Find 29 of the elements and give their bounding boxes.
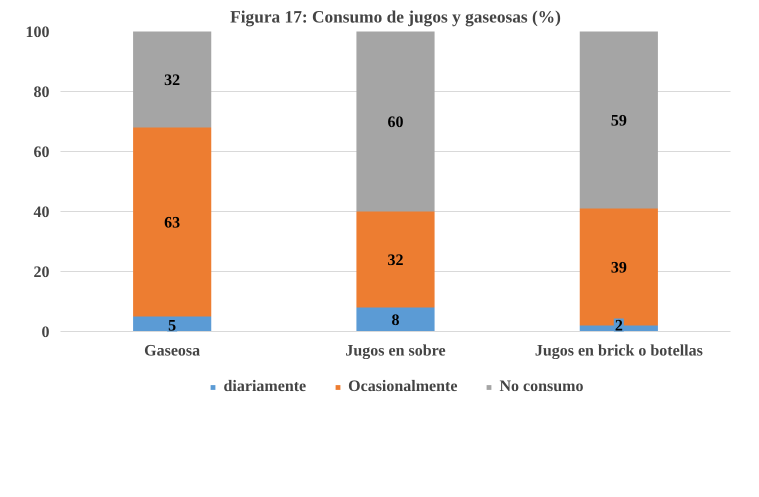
y-tick-label: 100	[26, 24, 50, 41]
legend-label: Ocasionalmente	[348, 378, 458, 396]
y-tick-label: 20	[34, 264, 50, 281]
legend-label: diariamente	[224, 378, 306, 396]
bar	[133, 128, 212, 316]
x-tick-label: Gaseosa	[144, 342, 200, 360]
data-label: 5	[168, 318, 176, 334]
y-tick-label: 40	[34, 204, 50, 221]
data-label: 63	[164, 214, 180, 232]
data-label: 2	[614, 318, 623, 334]
bar	[356, 212, 435, 308]
y-tick-label: 60	[34, 144, 50, 161]
bar	[580, 32, 658, 208]
x-tick-label: Jugos en brick o botellas	[534, 342, 703, 360]
data-label: 39	[610, 260, 627, 276]
bar	[356, 308, 435, 332]
data-label: 59	[610, 112, 627, 130]
y-tick-label: 80	[34, 84, 50, 101]
chart-title: Figura 17: Consumo de jugos y gaseosas (%)	[230, 8, 562, 26]
bar	[133, 32, 212, 128]
legend-label: No consumo	[499, 378, 584, 396]
bar	[356, 32, 435, 212]
data-label: 8	[392, 312, 400, 329]
data-label: 60	[388, 114, 404, 131]
bar	[133, 316, 212, 332]
y-tick-label: 0	[42, 324, 50, 341]
data-label: 32	[388, 252, 404, 269]
data-label: 32	[164, 72, 180, 89]
x-tick-label: Jugos en sobre	[345, 342, 446, 360]
